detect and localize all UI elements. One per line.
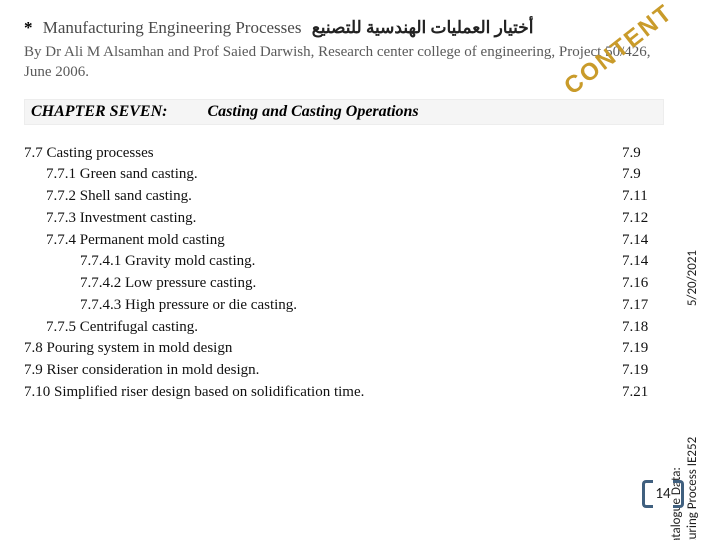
toc-row: 7.7.5 Centrifugal casting.7.18 [24, 317, 664, 339]
toc-label: 7.7.4 Permanent mold casting [24, 230, 616, 252]
toc-label: 7.7.4.1 Gravity mold casting. [24, 251, 616, 273]
toc-page: 7.16 [616, 273, 664, 295]
toc-page: 7.14 [616, 251, 664, 273]
slide-page: * Manufacturing Engineering Processes أخ… [0, 0, 720, 540]
toc-page: 7.11 [616, 186, 664, 208]
toc-row: 7.8 Pouring system in mold design7.19 [24, 338, 664, 360]
toc-label: 7.7.3 Investment casting. [24, 208, 616, 230]
side-date: 5/20/2021 [685, 250, 700, 306]
toc-row: 7.7.4 Permanent mold casting7.14 [24, 230, 664, 252]
toc-row: 7.7.4.3 High pressure or die casting.7.1… [24, 295, 664, 317]
toc-row: 7.7.1 Green sand casting.7.9 [24, 164, 664, 186]
toc-label: 7.9 Riser consideration in mold design. [24, 360, 616, 382]
chapter-heading: CHAPTER SEVEN: Casting and Casting Opera… [24, 99, 664, 125]
page-number-bracket: 14 [642, 480, 684, 508]
toc-page: 7.12 [616, 208, 664, 230]
table-of-contents: 7.7 Casting processes7.97.7.1 Green sand… [24, 143, 664, 404]
toc-label: 7.10 Simplified riser design based on so… [24, 382, 616, 404]
toc-row: 7.7.3 Investment casting.7.12 [24, 208, 664, 230]
toc-page: 7.9 [616, 143, 664, 165]
page-number: 14 [655, 485, 670, 503]
toc-row: 7.7.2 Shell sand casting.7.11 [24, 186, 664, 208]
toc-row: 7.7.4.2 Low pressure casting.7.16 [24, 273, 664, 295]
title-star: * [24, 18, 33, 37]
toc-row: 7.7.4.1 Gravity mold casting.7.14 [24, 251, 664, 273]
document-title-line: * Manufacturing Engineering Processes أخ… [24, 18, 664, 38]
toc-label: 7.7.1 Green sand casting. [24, 164, 616, 186]
chapter-label: CHAPTER SEVEN: [31, 103, 167, 121]
toc-row: 7.10 Simplified riser design based on so… [24, 382, 664, 404]
toc-label: 7.7.2 Shell sand casting. [24, 186, 616, 208]
toc-row: 7.9 Riser consideration in mold design.7… [24, 360, 664, 382]
toc-page: 7.14 [616, 230, 664, 252]
toc-label: 7.7.4.3 High pressure or die casting. [24, 295, 616, 317]
toc-page: 7.21 [616, 382, 664, 404]
toc-page: 7.18 [616, 317, 664, 339]
chapter-title: Casting and Casting Operations [207, 103, 418, 121]
toc-row: 7.7 Casting processes7.9 [24, 143, 664, 165]
toc-label: 7.8 Pouring system in mold design [24, 338, 616, 360]
toc-label: 7.7 Casting processes [24, 143, 616, 165]
toc-label: 7.7.5 Centrifugal casting. [24, 317, 616, 339]
toc-label: 7.7.4.2 Low pressure casting. [24, 273, 616, 295]
title-english: Manufacturing Engineering Processes [43, 18, 302, 37]
toc-page: 7.9 [616, 164, 664, 186]
title-arabic: أختيار العمليات الهندسية للتصنيع [312, 18, 534, 37]
toc-page: 7.19 [616, 360, 664, 382]
toc-page: 7.17 [616, 295, 664, 317]
toc-page: 7.19 [616, 338, 664, 360]
